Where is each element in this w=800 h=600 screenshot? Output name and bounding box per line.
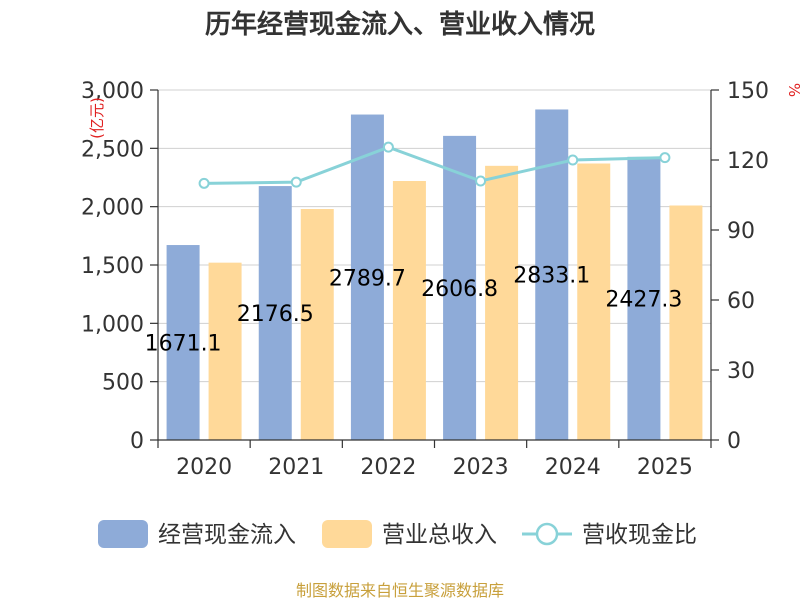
right-tick-label: 30 [727,359,755,384]
bar-revenue-2023 [485,165,519,441]
data-source-note: 制图数据来自恒生聚源数据库 [296,581,504,600]
chart-title: 历年经营现金流入、营业收入情况 [205,9,595,40]
series-revenue-bars [208,163,703,441]
ratio-point-2023 [475,175,487,187]
x-tick-label: 2023 [453,455,509,480]
x-tick-label: 2020 [176,455,232,480]
ratio-point-2020 [198,177,210,189]
x-tick-label: 2025 [637,455,693,480]
right-tick-label: 120 [727,149,769,174]
data-labels: 1671.1 2176.5 2789.7 2606.8 2833.1 2427.3 [145,264,683,357]
legend-swatch-revenue [322,520,372,548]
bar-cash-inflow-2023 [443,135,477,440]
legend-label-ratio: 营收现金比 [582,522,697,548]
series-ratio-line [198,141,671,189]
legend-label-revenue: 营业总收入 [382,522,497,548]
right-tick-label: 60 [727,289,755,314]
grid-lines [158,89,711,383]
ratio-point-2021 [290,176,302,188]
bar-revenue-2020 [208,262,242,440]
ratio-point-2025 [659,152,671,164]
right-tick-label: 150 [727,79,769,104]
bar-value-label-2022: 2789.7 [329,266,406,291]
x-tick-label: 2024 [545,455,601,480]
bar-revenue-2025 [669,205,703,440]
bar-cash-inflow-2022 [350,114,384,440]
x-tick-label: 2022 [360,455,416,480]
legend: 经营现金流入 营业总收入 营收现金比 [98,520,697,548]
left-tick-label: 2,500 [81,137,144,162]
left-tick-label: 3,000 [81,79,144,104]
right-tick-label: 90 [727,219,755,244]
legend-marker-ratio [535,522,559,546]
bar-value-label-2024: 2833.1 [513,264,590,289]
ratio-point-2024 [567,154,579,166]
ratio-point-2022 [382,141,394,153]
bar-value-label-2020: 1671.1 [145,332,222,357]
bar-value-label-2021: 2176.5 [237,302,314,327]
left-axis-unit: (亿元) [88,97,106,139]
left-tick-label: 1,000 [81,312,144,337]
legend-label-cash-inflow: 经营现金流入 [158,522,296,548]
bar-cash-inflow-2025 [627,156,661,440]
bar-cash-inflow-2021 [258,186,292,440]
left-tick-label: 500 [102,371,144,396]
ratio-line-path [204,145,665,185]
bar-value-label-2023: 2606.8 [421,277,498,302]
left-tick-label: 2,000 [81,196,144,221]
bar-revenue-2022 [392,181,426,440]
right-axis-unit: % [785,83,800,97]
left-tick-label: 0 [130,429,144,454]
x-tick-label: 2021 [268,455,324,480]
bar-revenue-2024 [577,163,611,440]
legend-swatch-cash-inflow [98,520,148,548]
bar-revenue-2021 [300,209,334,440]
right-tick-label: 0 [727,429,741,454]
left-tick-label: 1,500 [81,254,144,279]
axes: 0 500 1,000 1,500 2,000 2,500 3,000 0 30 60 90 120 1… [81,79,769,480]
bar-value-label-2025: 2427.3 [605,287,682,312]
bar-cash-inflow-2020 [166,245,200,440]
series-cash-inflow-bars [166,109,661,440]
